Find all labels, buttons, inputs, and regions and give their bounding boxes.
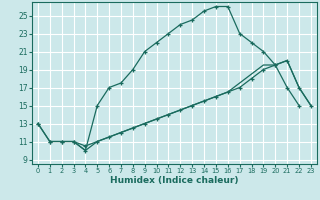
X-axis label: Humidex (Indice chaleur): Humidex (Indice chaleur) <box>110 176 239 185</box>
